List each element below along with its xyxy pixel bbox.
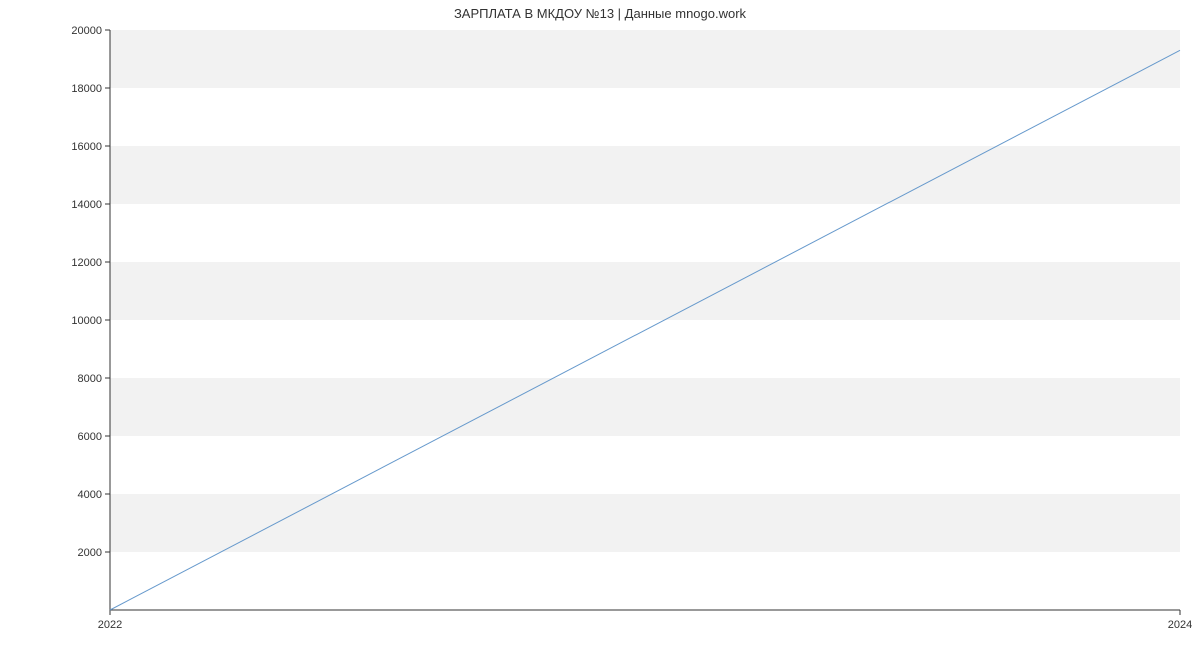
chart-container: ЗАРПЛАТА В МКДОУ №13 | Данные mnogo.work… bbox=[0, 0, 1200, 650]
svg-text:16000: 16000 bbox=[71, 141, 102, 153]
line-chart: 2000 4000 6000 8000 10000 12000 14000 16000 1800… bbox=[0, 0, 1200, 650]
svg-text:14000: 14000 bbox=[71, 199, 102, 211]
svg-text:2000: 2000 bbox=[78, 547, 102, 559]
svg-text:4000: 4000 bbox=[78, 489, 102, 501]
svg-text:2024: 2024 bbox=[1168, 619, 1192, 631]
svg-text:2022: 2022 bbox=[98, 619, 122, 631]
svg-text:8000: 8000 bbox=[78, 373, 102, 385]
svg-text:20000: 20000 bbox=[71, 25, 102, 37]
svg-text:18000: 18000 bbox=[71, 83, 102, 95]
svg-text:12000: 12000 bbox=[71, 257, 102, 269]
svg-text:6000: 6000 bbox=[78, 431, 102, 443]
svg-text:10000: 10000 bbox=[71, 315, 102, 327]
